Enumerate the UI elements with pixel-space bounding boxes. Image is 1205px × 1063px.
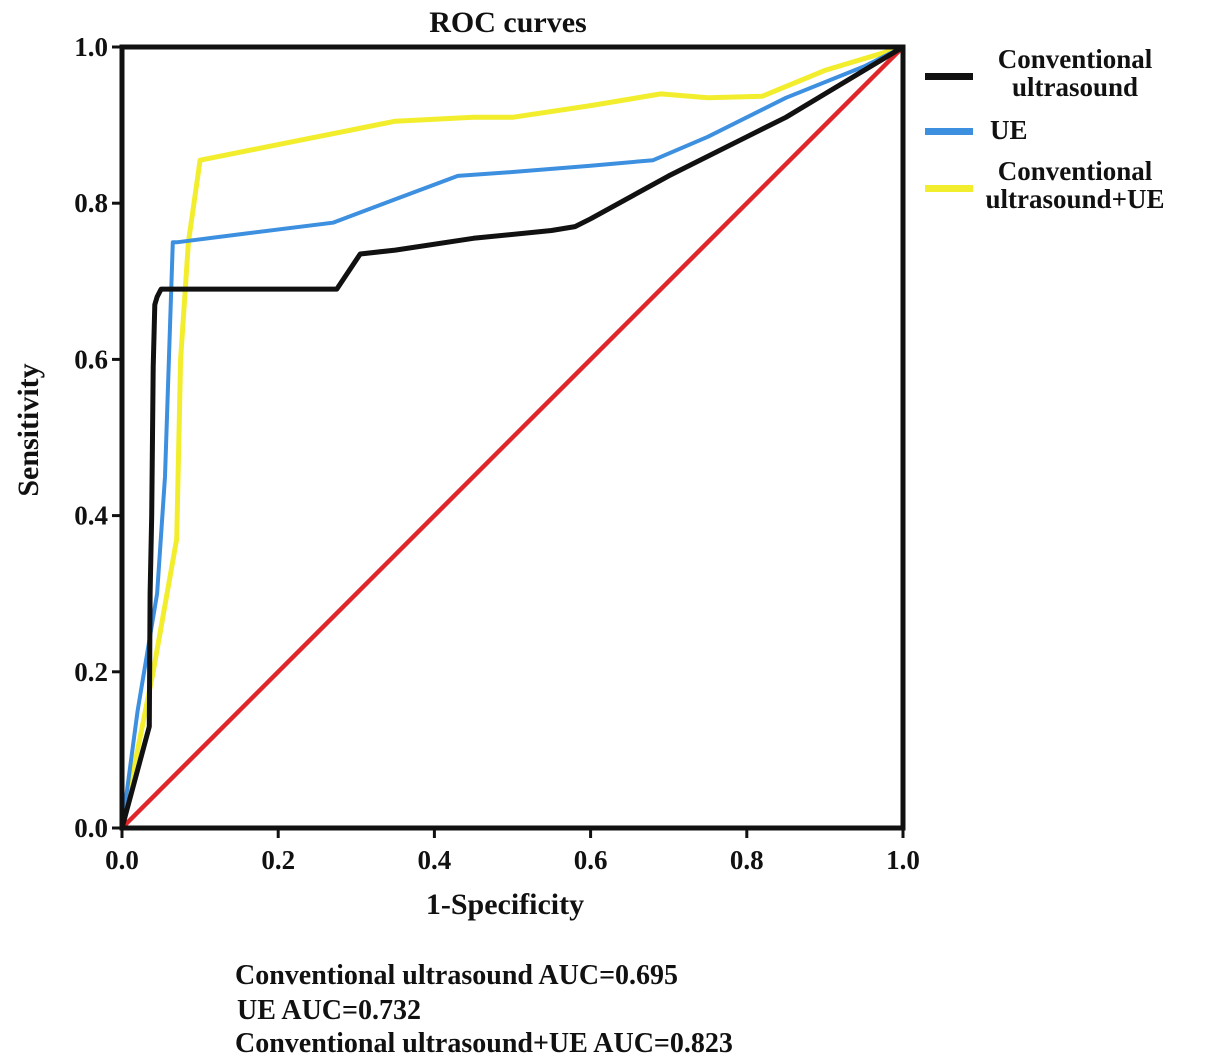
x-tick-label: 0.0 [105, 845, 139, 875]
legend-item: UE [925, 115, 1028, 145]
y-tick-label: 0.4 [74, 501, 108, 531]
series-line-reference-line [119, 44, 906, 831]
legend-swatch [925, 185, 973, 192]
y-tick-label: 0.0 [74, 813, 108, 843]
x-tick-label: 0.4 [418, 845, 452, 875]
legend: ConventionalultrasoundUEConventionalultr… [925, 44, 1164, 214]
legend-label: Conventional [998, 156, 1153, 186]
y-tick-label: 0.6 [74, 344, 108, 374]
series-line-ue [120, 45, 905, 830]
auc-annotation: Conventional ultrasound AUC=0.695 [235, 960, 678, 991]
x-tick-label: 0.6 [574, 845, 608, 875]
plot-frame [119, 44, 906, 831]
legend-label: Conventional [998, 44, 1153, 74]
auc-annotations: Conventional ultrasound AUC=0.695 UE AUC=… [235, 960, 733, 1059]
x-tick-label: 0.8 [730, 845, 764, 875]
y-tick-label: 0.8 [74, 188, 108, 218]
series-layer [119, 44, 906, 831]
legend-swatch [925, 73, 973, 80]
series-line-conventional-ultrasound-ue [119, 44, 906, 831]
chart-title: ROC curves [429, 6, 586, 39]
series-line-conventional-ultrasound [119, 44, 906, 831]
legend-label: UE [990, 115, 1028, 145]
legend-swatch [925, 128, 973, 135]
legend-label: ultrasound [1012, 72, 1138, 102]
y-tick-label: 0.2 [74, 657, 108, 687]
auc-annotation: UE AUC=0.732 [237, 995, 421, 1026]
x-axis-label: 1-Specificity [426, 888, 584, 921]
y-axis-label: Sensitivity [12, 363, 45, 496]
legend-label: ultrasound+UE [986, 184, 1165, 214]
auc-annotation: Conventional ultrasound+UE AUC=0.823 [235, 1028, 733, 1059]
x-tick-label: 0.2 [261, 845, 295, 875]
x-tick-label: 1.0 [886, 845, 920, 875]
y-tick-label: 1.0 [74, 32, 108, 62]
tick-layer: 0.0 0.2 0.4 0.6 0.8 1.0 0.0 0.2 0.4 0.6 0.8 1.0 [74, 32, 920, 875]
